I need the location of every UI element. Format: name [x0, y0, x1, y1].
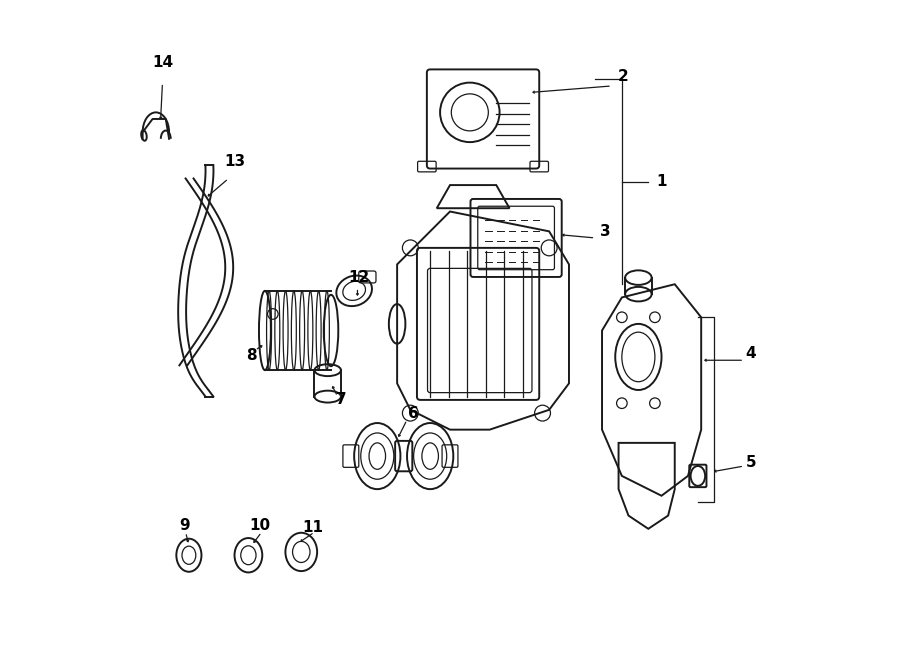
- Text: 13: 13: [225, 155, 246, 169]
- Text: 2: 2: [617, 69, 628, 83]
- Text: 12: 12: [348, 270, 369, 285]
- Text: 9: 9: [179, 518, 190, 533]
- Text: 5: 5: [745, 455, 756, 470]
- Text: 14: 14: [152, 56, 173, 70]
- Text: 11: 11: [302, 520, 324, 535]
- Text: 10: 10: [249, 518, 271, 533]
- Text: 8: 8: [247, 348, 257, 363]
- Text: 7: 7: [336, 393, 346, 407]
- Text: 4: 4: [745, 346, 756, 361]
- Text: 6: 6: [409, 406, 419, 420]
- Text: 3: 3: [600, 224, 610, 239]
- Text: 1: 1: [656, 175, 667, 189]
